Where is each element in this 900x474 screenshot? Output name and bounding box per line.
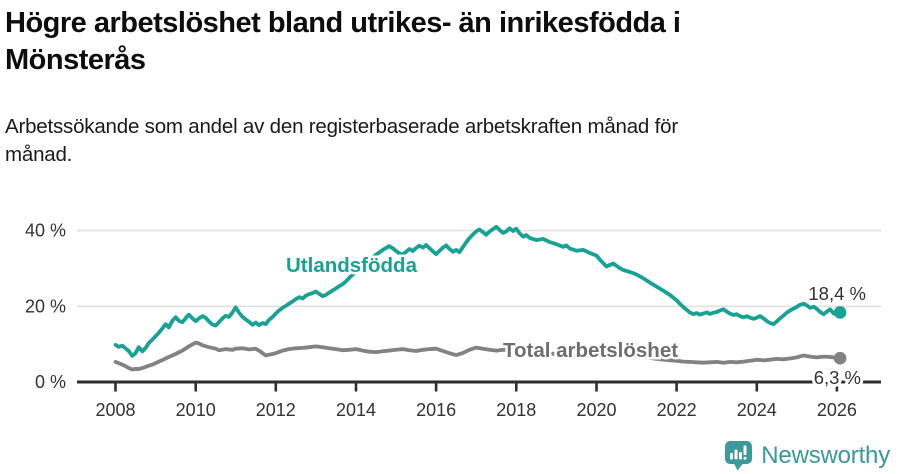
newsworthy-brand: Newsworthy xyxy=(724,440,890,471)
y-axis-label-0: 0 % xyxy=(35,372,66,392)
series-line-utlandsfodda xyxy=(113,224,842,358)
x-axis-label-2018: 2018 xyxy=(496,400,536,420)
x-axis-label-2008: 2008 xyxy=(95,400,135,420)
x-axis-label-2010: 2010 xyxy=(176,400,216,420)
series-end-dot-total-arbetsloshet xyxy=(833,351,847,365)
y-axis-label-20: 20 % xyxy=(25,296,66,316)
x-axis-label-2022: 2022 xyxy=(657,400,697,420)
series-label-utlandsfodda: Utlandsfödda xyxy=(286,254,418,277)
page-subtitle-line2: månad. xyxy=(5,143,73,166)
series-line-total-arbetsloshet xyxy=(113,340,842,372)
series-end-dot-utlandsfodda xyxy=(833,306,847,319)
y-axis-label-40: 40 % xyxy=(25,221,66,241)
end-value-label-utlandsfodda: 18,4 % xyxy=(808,283,866,304)
page-title-line1: Högre arbetslöshet bland utrikes- än inr… xyxy=(5,7,681,39)
x-axis-label-2014: 2014 xyxy=(336,400,376,420)
newsworthy-logo-icon xyxy=(725,441,753,471)
page-subtitle-line1: Arbetssökande som andel av den registerb… xyxy=(5,115,678,138)
newsworthy-brand-text: Newsworthy xyxy=(761,441,890,469)
x-axis-label-2012: 2012 xyxy=(256,400,296,420)
page-title-line2: Mönsterås xyxy=(5,44,146,76)
page-subtitle: Arbetssökande som andel av den registerb… xyxy=(5,113,865,169)
series-label-total-arbetsloshet: Total arbetslöshet xyxy=(503,339,678,362)
page-title: Högre arbetslöshet bland utrikes- än inr… xyxy=(5,5,889,79)
x-axis-label-2026: 2026 xyxy=(817,400,857,420)
end-value-label-total-arbetsloshet: 6,3 % xyxy=(814,367,861,388)
x-axis-label-2020: 2020 xyxy=(576,400,616,420)
x-axis-label-2016: 2016 xyxy=(416,400,456,420)
x-axis-label-2024: 2024 xyxy=(737,400,777,420)
